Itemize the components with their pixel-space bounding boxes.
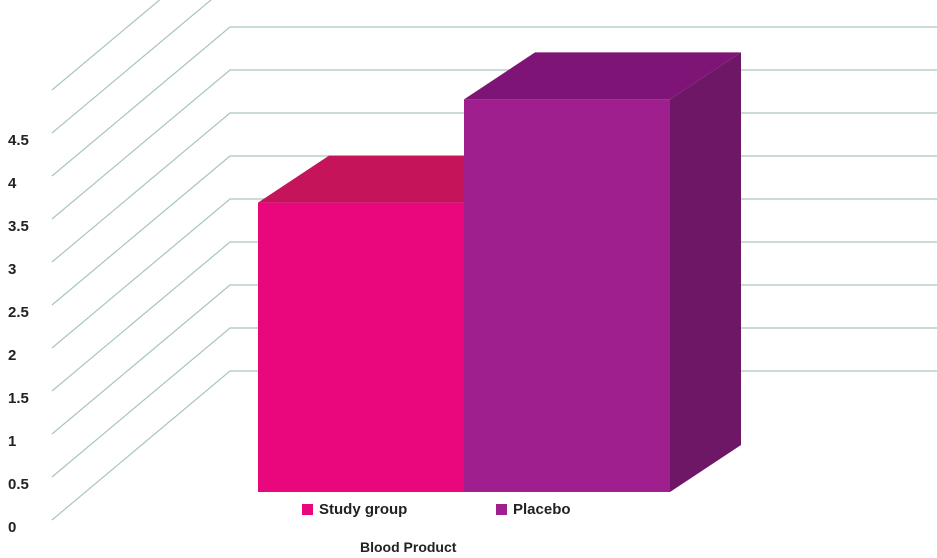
y-tick-label: 4: [8, 175, 17, 192]
bar-placebo: [464, 52, 741, 493]
y-tick-label: 4.5: [8, 132, 29, 149]
y-tick-label: 1.5: [8, 390, 29, 407]
legend-label: Placebo: [513, 501, 571, 518]
legend-swatch: [302, 504, 313, 515]
bar-side-face: [670, 52, 741, 493]
gridline: [51, 0, 161, 91]
y-axis-ticks: 0 0.5 1 1.5 2 2.5 3 3.5 4 4.5: [8, 132, 29, 536]
gridlines: [51, 0, 937, 521]
legend: Study group Placebo: [302, 501, 571, 518]
legend-swatch: [496, 504, 507, 515]
gridline: [51, 26, 937, 177]
x-axis-title: Blood Product: [360, 539, 457, 555]
y-tick-label: 0: [8, 519, 16, 536]
bar-front-face: [258, 202, 464, 492]
y-tick-label: 3.5: [8, 218, 29, 235]
bar-front-face: [464, 99, 670, 493]
y-tick-label: 3: [8, 261, 16, 278]
y-tick-label: 0.5: [8, 476, 29, 493]
bars: [258, 52, 741, 493]
gridline: [51, 0, 212, 134]
y-tick-label: 1: [8, 433, 16, 450]
y-tick-label: 2.5: [8, 304, 29, 321]
y-tick-label: 2: [8, 347, 16, 364]
legend-label: Study group: [319, 501, 407, 518]
bar-top-face: [464, 52, 741, 100]
